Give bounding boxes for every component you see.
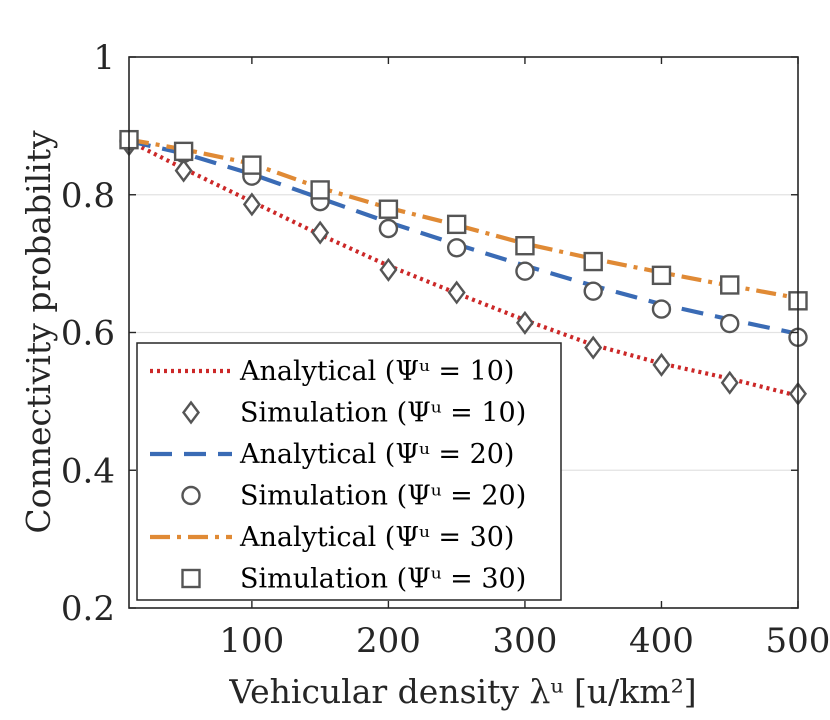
data-point-circle xyxy=(378,218,399,239)
data-point-circle xyxy=(583,281,603,301)
data-point-diamond xyxy=(311,220,330,245)
legend-swatch-square xyxy=(181,568,201,589)
data-point-circle xyxy=(720,313,740,334)
data-point-circle xyxy=(446,238,467,258)
legend-label: Analytical (Ψᵘ = 10) xyxy=(239,356,514,387)
data-point-circle xyxy=(515,261,535,281)
y-axis-title: Connectivity probability xyxy=(19,130,58,534)
legend-label: Analytical (Ψᵘ = 30) xyxy=(239,522,514,553)
legend-label: Analytical (Ψᵘ = 20) xyxy=(239,439,514,470)
data-point-diamond xyxy=(720,370,739,395)
data-point-square xyxy=(378,199,399,219)
x-tick-label: 300 xyxy=(492,621,557,661)
data-point-diamond xyxy=(652,352,671,377)
data-point-square xyxy=(583,251,603,272)
data-point-square xyxy=(242,155,262,175)
y-tick-label: 0.2 xyxy=(61,589,115,629)
data-point-diamond xyxy=(515,310,534,335)
data-point-square xyxy=(173,141,194,162)
legend-label: Simulation (Ψᵘ = 20) xyxy=(240,481,526,512)
x-axis-title: Vehicular density λᵘ [u/km²] xyxy=(228,672,696,711)
data-point-diamond xyxy=(584,335,603,360)
legend-swatch-circle xyxy=(181,485,201,506)
x-tick-label: 500 xyxy=(766,621,830,661)
series-line-4 xyxy=(128,137,799,301)
legend-swatch-diamond xyxy=(182,400,200,425)
data-point-diamond xyxy=(174,158,193,183)
legend-label: Simulation (Ψᵘ = 10) xyxy=(240,398,526,429)
data-point-square xyxy=(720,275,740,295)
x-tick-label: 100 xyxy=(219,621,284,661)
legend: Analytical (Ψᵘ = 10) Simulation (Ψᵘ = 10)… xyxy=(136,342,562,601)
data-point-square xyxy=(446,214,467,235)
legend-box xyxy=(136,342,562,601)
y-tick-label: 0.6 xyxy=(61,314,115,354)
data-point-diamond xyxy=(242,192,261,217)
y-tick-label: 1 xyxy=(93,38,115,78)
axis-ticks: 100 200 300 400 500 0.2 0.4 0.6 0.8 1 xyxy=(61,38,830,661)
data-point-diamond xyxy=(447,280,466,305)
y-tick-label: 0.8 xyxy=(61,176,115,216)
x-tick-label: 400 xyxy=(629,621,694,661)
data-point-diamond xyxy=(379,257,398,282)
data-point-square xyxy=(515,236,535,256)
y-tick-label: 0.4 xyxy=(61,451,115,491)
legend-label: Simulation (Ψᵘ = 30) xyxy=(240,564,526,595)
data-point-square xyxy=(651,265,672,286)
data-point-circle xyxy=(651,299,672,319)
x-tick-label: 200 xyxy=(356,621,421,661)
data-point-square xyxy=(310,180,330,200)
